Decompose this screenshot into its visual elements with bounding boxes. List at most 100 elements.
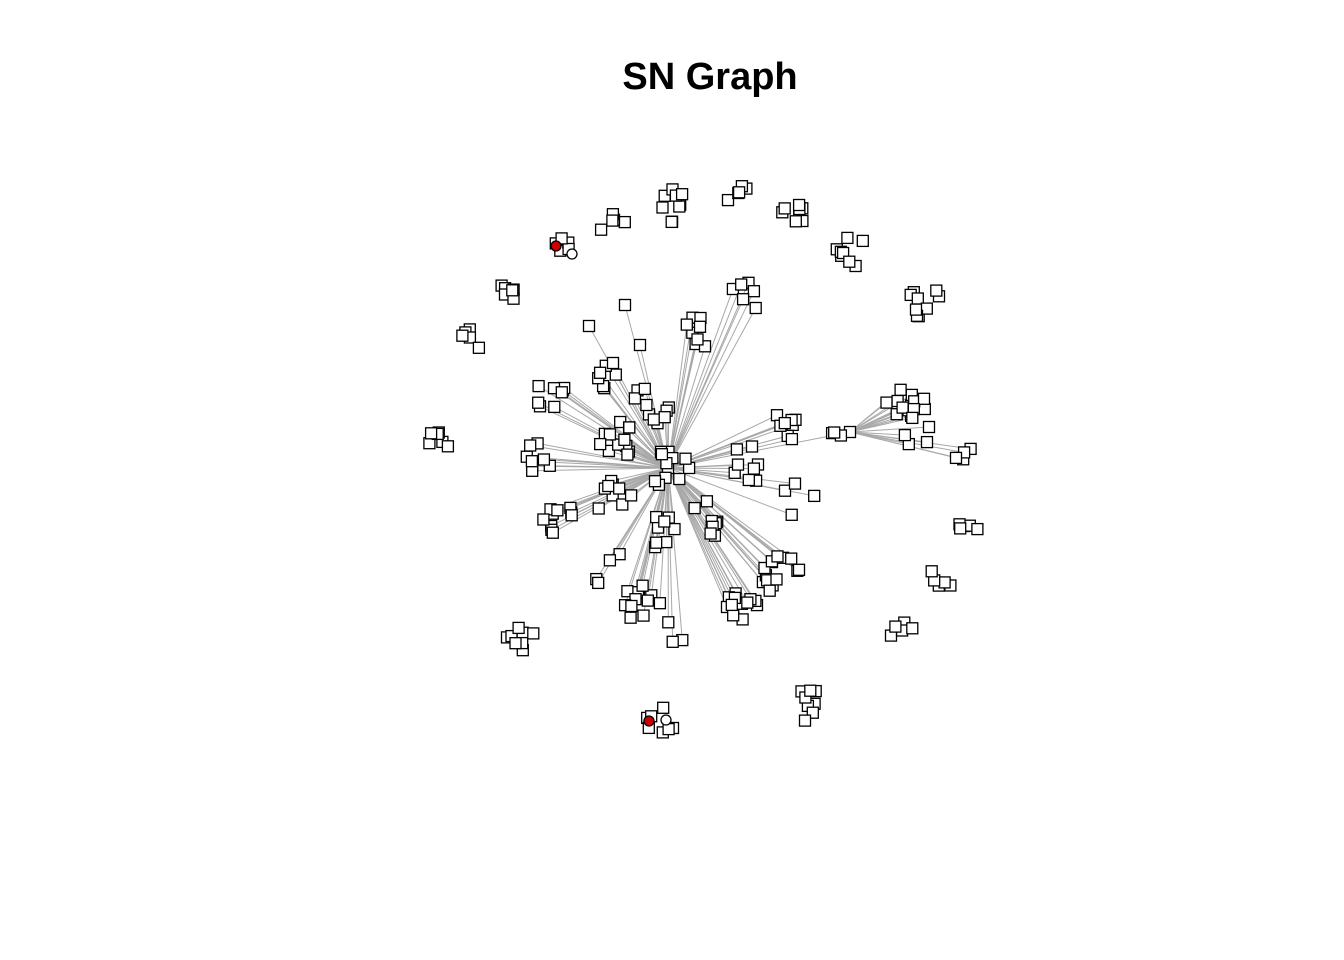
graph-edge [667, 290, 755, 469]
graph-node [660, 535, 673, 549]
graph-node [758, 561, 771, 575]
highlighted-node [643, 715, 655, 727]
graph-node [618, 215, 631, 229]
graph-node [679, 452, 692, 465]
graph-edge [667, 288, 734, 469]
graph-node [628, 392, 642, 405]
graph-node [546, 526, 559, 539]
graph-edge [667, 467, 792, 559]
graph-node [889, 620, 902, 633]
graph-node [691, 333, 704, 346]
graph-node [785, 432, 799, 446]
graph-node [603, 428, 617, 441]
graph-node [616, 498, 629, 511]
graph-node [621, 448, 634, 461]
graph-node [806, 706, 819, 719]
graph-node [843, 255, 856, 268]
highlighted-node [550, 240, 562, 252]
graph-node [606, 214, 619, 227]
graph-node [911, 292, 924, 305]
graph-edge [667, 467, 735, 474]
graph-node [625, 599, 638, 613]
graph-node [749, 301, 762, 315]
graph-edge [611, 467, 669, 482]
graph-node [638, 382, 651, 396]
graph-node [896, 401, 909, 414]
graph-node [621, 585, 634, 598]
circle-node [566, 248, 578, 260]
graph-node [770, 573, 783, 586]
graph-node [732, 186, 746, 199]
graph-node [593, 366, 607, 379]
graph-node [624, 611, 637, 624]
graph-node [524, 439, 537, 452]
graph-edge [659, 467, 669, 604]
graph-node [954, 522, 967, 535]
graph-node [898, 428, 912, 442]
nodes-layer [423, 180, 984, 739]
graph-node [657, 701, 670, 714]
graph-node [721, 193, 735, 207]
graph-node [655, 448, 669, 461]
graph-node [731, 458, 745, 471]
graph-edge [667, 467, 683, 641]
graph-node [675, 188, 689, 201]
graph-node [880, 396, 893, 409]
circle-node [660, 714, 672, 726]
graph-node [922, 420, 936, 434]
graph-node [602, 444, 616, 458]
graph-node [594, 223, 608, 236]
graph-node [836, 246, 850, 260]
graph-node [763, 584, 776, 597]
graph-node [747, 462, 761, 475]
graph-node [618, 298, 632, 312]
graph-node [841, 231, 854, 245]
graph-edge [667, 467, 736, 599]
graph-node [727, 609, 740, 622]
graph-node [688, 501, 701, 515]
graph-node [736, 293, 750, 306]
graph-node [555, 232, 568, 245]
graph-node [704, 527, 717, 540]
graph-node [918, 402, 931, 416]
graph-node [741, 596, 754, 609]
graph-node [609, 368, 622, 381]
graph-node [613, 482, 626, 495]
graph-node [648, 475, 662, 488]
graph-node [680, 318, 693, 331]
graph-node [509, 637, 522, 650]
graph-edge [588, 325, 669, 469]
graph-node [698, 340, 712, 353]
graph-node [658, 515, 671, 528]
graph-node [532, 379, 545, 393]
graph-node [971, 522, 984, 536]
graph-node [525, 455, 539, 468]
graph-node [424, 427, 438, 440]
graph-node [909, 303, 923, 316]
graph-node [551, 504, 564, 517]
graph-title: SN Graph [622, 56, 798, 98]
graph-node [693, 320, 707, 333]
graph-edge [530, 444, 669, 469]
graph-edge [849, 426, 930, 433]
graph-edge [667, 467, 733, 606]
graph-node [920, 435, 934, 449]
graph-edge [849, 431, 905, 436]
graph-node [742, 473, 755, 487]
graph-node [700, 495, 714, 508]
graph-node [636, 579, 649, 592]
graph-node [778, 416, 791, 430]
graph-node [747, 285, 761, 298]
graph-node [658, 411, 671, 424]
graph-node [930, 284, 943, 297]
graph-edge [667, 284, 742, 469]
graph-node [532, 396, 545, 409]
graph-edge [667, 317, 693, 469]
graph-node [537, 453, 551, 466]
graph-node [592, 502, 605, 515]
graph-node [666, 635, 679, 648]
graph-node [673, 200, 686, 213]
graph-node [565, 509, 578, 522]
graph-edge [667, 307, 757, 469]
graph-node [938, 576, 951, 589]
